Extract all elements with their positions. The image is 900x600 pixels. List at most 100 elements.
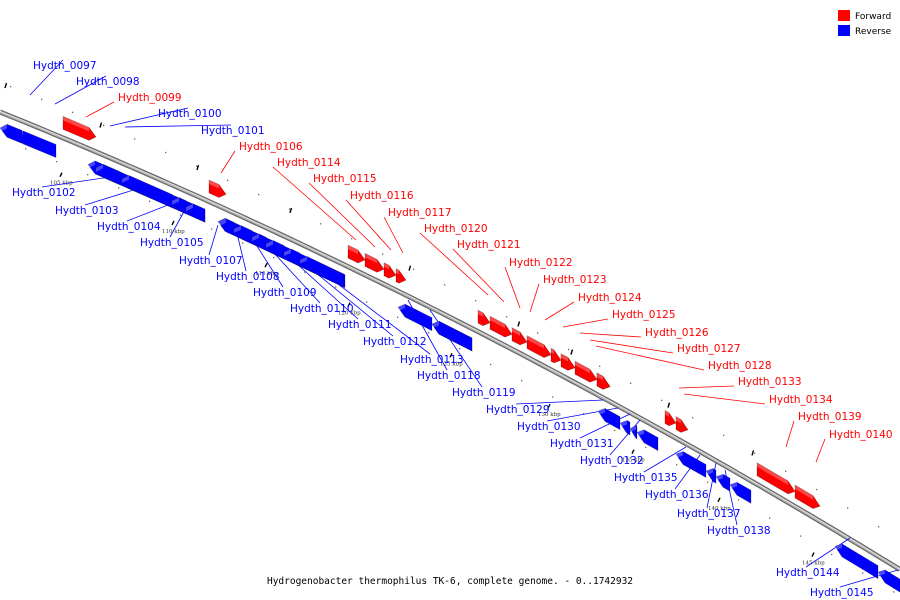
gene-label-hydth-0127[interactable]: Hydth_0127 [677,343,741,355]
gene-label-hydth-0135[interactable]: Hydth_0135 [614,472,678,484]
leader-line [678,385,735,389]
gene-hydth-0102-arrow[interactable] [95,163,121,186]
gene-label-hydth-0101[interactable]: Hydth_0101 [201,125,265,137]
gene-label-hydth-0138[interactable]: Hydth_0138 [707,525,771,537]
gene-hydth-0116-arrow[interactable] [383,262,397,279]
legend-reverse-label: Reverse [855,27,892,37]
gene-hydth-0124-arrow[interactable] [550,347,562,364]
gene-label-hydth-0102[interactable]: Hydth_0102 [12,187,76,199]
gene-label-hydth-0114[interactable]: Hydth_0114 [277,157,341,169]
gene-label-hydth-0104[interactable]: Hydth_0104 [97,221,161,233]
gene-label-hydth-0130[interactable]: Hydth_0130 [517,421,581,433]
gene-label-hydth-0140[interactable]: Hydth_0140 [829,429,893,441]
gene-label-hydth-0145[interactable]: Hydth_0145 [810,587,874,599]
gene-label-hydth-0124[interactable]: Hydth_0124 [578,292,642,304]
gene-label-hydth-0109[interactable]: Hydth_0109 [253,287,317,299]
tick-label: 140 kbp [708,506,731,512]
gene-hydth-0115-arrow[interactable] [364,252,385,273]
gene-label-hydth-0105[interactable]: Hydth_0105 [140,237,204,249]
gene-hydth-0125-arrow[interactable] [560,353,576,371]
leader-line [29,59,64,96]
gene-label-hydth-0123[interactable]: Hydth_0123 [543,274,607,286]
gene-label-hydth-0131[interactable]: Hydth_0131 [550,438,614,450]
leader-line [609,419,641,456]
gene-hydth-0138-arrow[interactable] [729,481,752,504]
gene-hydth-0123-arrow[interactable] [526,335,552,358]
gene-label-hydth-0126[interactable]: Hydth_0126 [645,327,709,339]
gene-hydth-0120-arrow[interactable] [477,309,491,327]
leader-line [272,166,357,241]
gene-label-hydth-0115[interactable]: Hydth_0115 [313,173,377,185]
leader-line [383,216,404,254]
leader-line [345,199,392,251]
leader-line [579,413,631,439]
tick-label: 105 kbp [50,181,73,187]
gene-label-hydth-0132[interactable]: Hydth_0132 [580,455,644,467]
gene-hydth-0114-arrow[interactable] [347,244,366,264]
leader-line [109,107,189,127]
gene-hydth-0145-arrow[interactable] [877,569,900,593]
gene-label-hydth-0120[interactable]: Hydth_0120 [424,223,488,235]
gene-label-hydth-0137[interactable]: Hydth_0137 [677,508,741,520]
gene-hydth-0133-arrow[interactable] [664,409,677,427]
gene-hydth-0144-arrow[interactable] [834,543,879,580]
gene-label-hydth-0121[interactable]: Hydth_0121 [457,239,521,251]
gene-hydth-0126-arrow[interactable] [574,360,598,383]
gene-label-hydth-0103[interactable]: Hydth_0103 [55,205,119,217]
gene-label-hydth-0108[interactable]: Hydth_0108 [216,271,280,283]
gene-label-hydth-0112[interactable]: Hydth_0112 [363,336,427,348]
gene-label-hydth-0116[interactable]: Hydth_0116 [350,190,414,202]
gene-label-hydth-0136[interactable]: Hydth_0136 [645,489,709,501]
scale-ticks: 105 kbp 110 kbp 115 kbp 120 kbp 125 kbp 130 k… [4,82,825,567]
gene-label-hydth-0133[interactable]: Hydth_0133 [738,376,802,388]
gene-label-hydth-0106[interactable]: Hydth_0106 [239,141,303,153]
gene-hydth-0112-arrow[interactable] [299,256,345,288]
gene-hydth-0106-arrow[interactable] [208,179,227,198]
gene-label-hydth-0119[interactable]: Hydth_0119 [452,387,516,399]
gene-hydth-0100-arrow[interactable] [0,123,23,144]
leader-line [126,204,169,222]
gene-hydth-0139-arrow[interactable] [756,462,796,495]
gene-label-hydth-0144[interactable]: Hydth_0144 [776,567,840,579]
gene-label-hydth-0098[interactable]: Hydth_0098 [76,76,140,88]
leader-line [220,150,236,174]
gene-label-hydth-0129[interactable]: Hydth_0129 [486,404,550,416]
leader-line [579,332,642,338]
gene-label-hydth-0118[interactable]: Hydth_0118 [417,370,481,382]
legend: Forward Reverse [838,10,892,37]
gene-hydth-0119-arrow[interactable] [431,320,473,352]
gene-hydth-0122-arrow[interactable] [511,327,528,346]
gene-hydth-0132-arrow[interactable] [636,429,659,452]
gene-label-hydth-0099[interactable]: Hydth_0099 [118,92,182,104]
leader-line [124,124,232,128]
gene-hydth-0128-arrow[interactable] [596,372,611,390]
leader-line [529,283,540,313]
gene-label-hydth-0122[interactable]: Hydth_0122 [509,257,573,269]
genome-title: Hydrogenobacter thermophilus TK-6, compl… [266,576,634,587]
gene-hydth-0140-arrow[interactable] [794,484,821,509]
gene-label-hydth-0117[interactable]: Hydth_0117 [388,207,452,219]
gene-label-hydth-0125[interactable]: Hydth_0125 [612,309,676,321]
gene-label-hydth-0110[interactable]: Hydth_0110 [290,303,354,315]
gene-label-hydth-0113[interactable]: Hydth_0113 [400,354,464,366]
leader-line [643,446,687,473]
gene-label-hydth-0097[interactable]: Hydth_0097 [33,60,97,72]
gene-hydth-0121-arrow[interactable] [489,315,513,338]
gene-label-hydth-0128[interactable]: Hydth_0128 [708,360,772,372]
gene-label-hydth-0107[interactable]: Hydth_0107 [179,255,243,267]
leader-line [544,301,575,321]
gene-label-hydth-0100[interactable]: Hydth_0100 [158,108,222,120]
gene-arrows [0,115,900,593]
gene-label-hydth-0139[interactable]: Hydth_0139 [798,411,862,423]
gene-label-hydth-0134[interactable]: Hydth_0134 [769,394,833,406]
leader-line [54,75,107,105]
gene-hydth-0134-arrow[interactable] [675,416,689,433]
leader-line [208,224,219,256]
gene-hydth-0105-arrow[interactable] [185,203,206,223]
gene-label-hydth-0111[interactable]: Hydth_0111 [328,319,392,331]
gene-hydth-0117-arrow[interactable] [395,268,407,284]
leader-line [85,101,115,118]
dotted-guide-layer [10,86,895,593]
tick-label: 115 kbp [255,271,278,277]
gene-hydth-0099-arrow[interactable] [62,115,97,141]
